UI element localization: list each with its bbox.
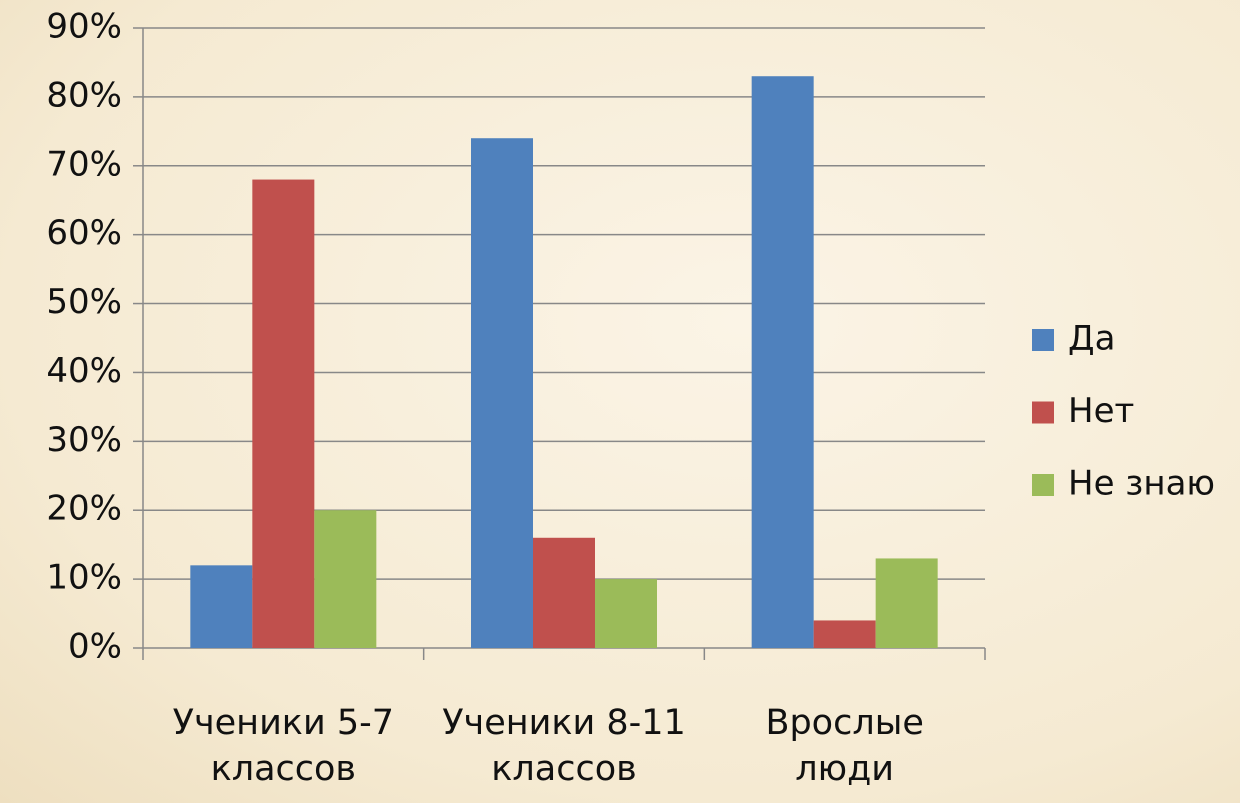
y-tick-label: 80% — [46, 75, 122, 115]
y-tick-label: 20% — [46, 489, 122, 529]
bar — [875, 558, 938, 648]
legend-swatch — [1032, 401, 1054, 424]
bar — [533, 537, 595, 648]
bar — [252, 179, 315, 649]
legend-label: Да — [1068, 319, 1115, 359]
bar — [595, 579, 657, 648]
y-tick-label: 40% — [46, 351, 122, 391]
y-tick-label: 0% — [68, 627, 122, 667]
bar — [314, 510, 377, 648]
legend-label: Нет — [1068, 391, 1134, 431]
bar — [751, 76, 814, 648]
legend-label: Не знаю — [1068, 464, 1215, 504]
bar — [813, 620, 876, 648]
bar — [471, 138, 533, 648]
y-tick-label: 90% — [46, 7, 122, 47]
x-tick-label: Ученики 8-11 классов — [442, 703, 686, 789]
y-tick-label: 60% — [46, 213, 122, 253]
bar — [190, 565, 253, 648]
y-tick-label: 10% — [46, 558, 122, 598]
y-tick-label: 30% — [46, 420, 122, 460]
y-tick-label: 70% — [46, 144, 122, 184]
x-tick-label: Ученики 5-7 классов — [172, 703, 394, 789]
y-tick-label: 50% — [46, 282, 122, 322]
legend-swatch — [1032, 329, 1054, 351]
x-tick-label: Вpослые люди — [765, 703, 924, 789]
legend-swatch — [1032, 474, 1054, 496]
